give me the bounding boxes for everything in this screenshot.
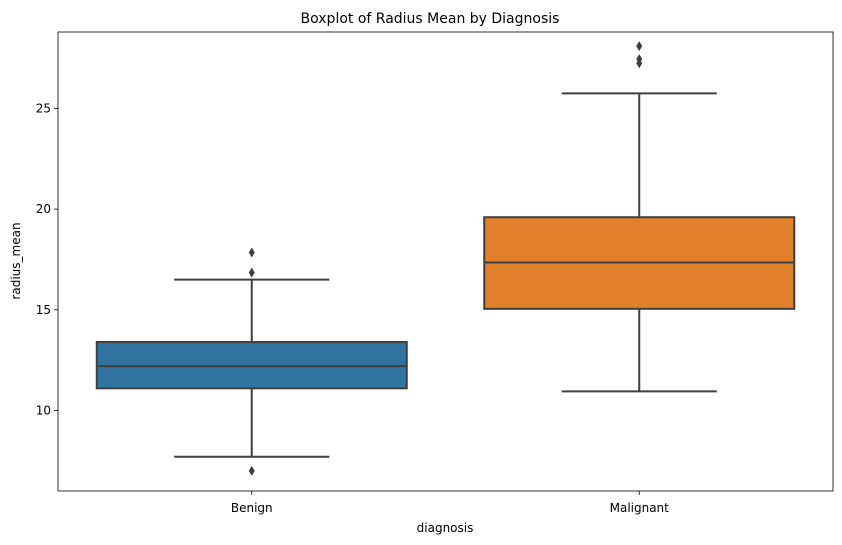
- x-tick-label: Benign: [231, 501, 273, 515]
- y-tick-label: 20: [36, 202, 51, 216]
- y-tick-label: 25: [36, 102, 51, 116]
- chart-title: Boxplot of Radius Mean by Diagnosis: [301, 11, 560, 27]
- outlier-point: [248, 247, 255, 258]
- outlier-point: [248, 465, 255, 476]
- outlier-point: [248, 267, 255, 278]
- y-tick-label: 15: [36, 303, 51, 317]
- y-axis: 10 15 20 25: [36, 102, 58, 417]
- boxes-layer: [95, 41, 796, 476]
- x-tick-label: Malignant: [610, 501, 670, 515]
- box-group-malignant: [483, 41, 796, 393]
- outlier-point: [636, 41, 643, 52]
- x-axis: Benign Malignant: [231, 491, 669, 515]
- outlier-point: [636, 54, 643, 65]
- y-axis-label: radius_mean: [9, 222, 23, 299]
- iqr-box: [95, 341, 408, 390]
- y-tick-label: 10: [36, 403, 51, 417]
- plot-area: [57, 31, 834, 492]
- box-group-benign: [95, 247, 408, 476]
- x-axis-label: diagnosis: [417, 521, 474, 535]
